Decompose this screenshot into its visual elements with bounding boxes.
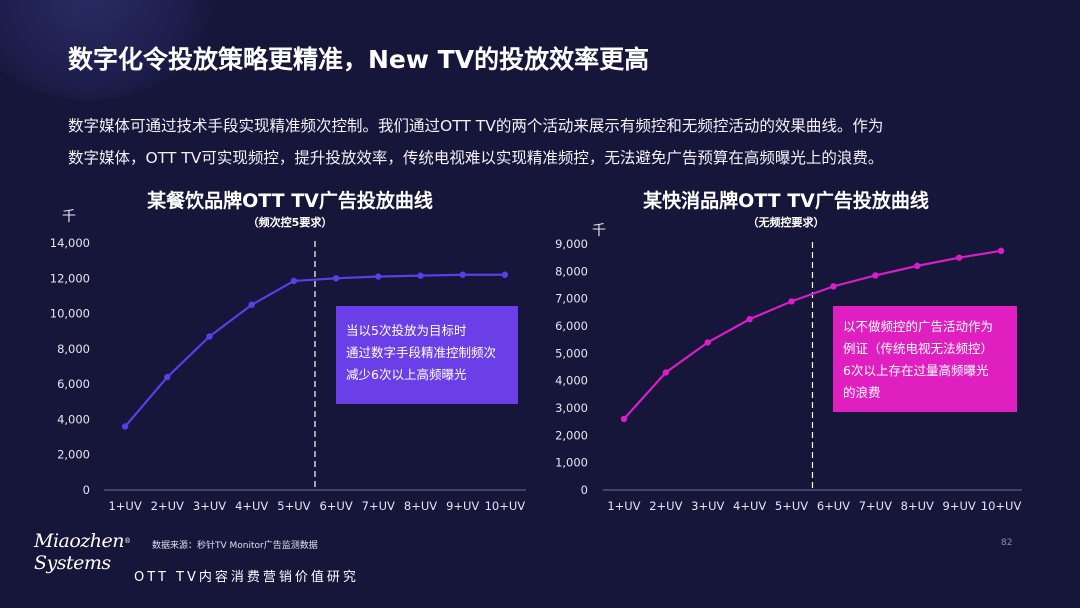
study-title: OTT TV内容消费营销价值研究 [134,570,359,585]
chart-1-annotation-line: 当以5次投放为目标时 [346,323,467,338]
y-tick-label: 2,000 [555,428,588,442]
chart-2-subtitle: （无频控要求） [747,216,825,229]
y-tick-label: 4,000 [57,412,90,426]
x-tick-label: 3+UV [691,499,724,513]
chart-1-unit: 千 [62,209,76,225]
intro-line-1: 数字媒体可通过技术手段实现精准频次控制。我们通过OTT TV的两个活动来展示有频… [68,117,884,135]
data-point [704,339,711,346]
series-line [124,273,505,428]
logo-registered-mark: ® [124,537,131,545]
y-tick-label: 10,000 [50,307,90,321]
x-tick-label: 5+UV [277,499,310,513]
data-point [121,423,129,430]
data-point [662,369,670,376]
chart-2-annotation-line: 例证（传统电视无法频控） [843,341,994,356]
data-source: 数据来源：秒针TV Monitor广告监测数据 [152,541,318,551]
chart-2-annotation-line: 的浪费 [843,385,881,400]
x-tick-label: 4+UV [733,499,766,513]
data-point [620,415,628,423]
chart-1-annotation: 当以5次投放为目标时 通过数字手段精准控制频次 减少6次以上高频曝光 [336,306,518,404]
y-tick-label: 0 [581,483,588,497]
chart-2-unit: 千 [592,223,606,239]
x-tick-label: 8+UV [901,499,934,513]
intro-line-2: 数字媒体，OTT TV可实现频控，提升投放效率，传统电视难以实现精准频控，无法避… [68,149,884,167]
x-tick-label: 6+UV [319,499,352,513]
x-tick-label: 10+UV [981,499,1022,513]
chart-1-annotation-line: 通过数字手段精准控制频次 [346,345,497,360]
y-tick-label: 3,000 [555,401,588,415]
y-tick-label: 8,000 [57,342,90,356]
data-point [290,277,298,285]
chart-1-annotation-line: 减少6次以上高频曝光 [346,367,467,382]
logo-line-1: Miaozhen [34,530,125,552]
x-tick-label: 7+UV [859,499,892,513]
data-point [332,275,340,282]
chart-2: 0 1,000 2,000 3,000 4,000 5,000 6,000 7,000 8,00… [555,237,1022,513]
chart-2-annotation-line: 6次以上存在过量高频曝光 [843,363,989,378]
chart-2-annotation: 以不做频控的广告活动作为 例证（传统电视无法频控） 6次以上存在过量高频曝光 的… [833,306,1017,412]
x-tick-label: 5+UV [775,499,808,513]
data-point [417,272,424,279]
x-tick-label: 4+UV [235,499,268,513]
x-tick-label: 3+UV [193,499,226,513]
data-point [955,254,963,261]
x-tick-label: 1+UV [607,499,640,513]
data-point [375,273,382,280]
x-tick-label: 9+UV [943,499,976,513]
data-point [788,298,795,305]
data-point [872,272,879,279]
data-point [997,247,1005,255]
x-tick-label: 10+UV [485,499,526,513]
data-point [746,315,753,323]
x-tick-label: 7+UV [362,499,395,513]
x-tick-label: 6+UV [817,499,850,513]
chart-1-subtitle: （频次控5要求） [247,216,333,229]
series-line [623,249,1002,420]
y-tick-label: 0 [83,483,90,497]
y-tick-label: 12,000 [50,271,90,285]
chart-1-title: 某餐饮品牌OTT TV广告投放曲线 [147,190,433,212]
logo-line-2: Systems [34,552,111,574]
intro-text: 数字媒体可通过技术手段实现精准频次控制。我们通过OTT TV的两个活动来展示有频… [68,110,1018,174]
y-tick-label: 5,000 [555,346,588,360]
data-point [206,333,213,340]
data-point [164,373,171,381]
y-tick-label: 6,000 [57,377,90,391]
y-tick-label: 8,000 [555,264,588,278]
x-tick-label: 8+UV [404,499,437,513]
chart-2-annotation-line: 以不做频控的广告活动作为 [843,319,994,334]
y-tick-label: 4,000 [555,374,588,388]
company-logo: Miaozhen® Systems [34,530,131,574]
y-tick-label: 9,000 [555,237,588,251]
chart-1: 0 2,000 4,000 6,000 8,000 10,000 12,000 14,000 1… [50,236,526,513]
data-point [830,283,837,290]
data-point [459,271,466,278]
chart-2-title: 某快消品牌OTT TV广告投放曲线 [643,190,929,212]
data-point [501,271,509,278]
page-number: 82 [1001,538,1013,548]
y-tick-label: 1,000 [555,456,588,470]
x-tick-label: 9+UV [446,499,479,513]
data-point [248,301,255,308]
y-tick-label: 2,000 [57,448,90,462]
x-tick-label: 2+UV [151,499,184,513]
y-tick-label: 14,000 [50,236,90,250]
y-tick-label: 6,000 [555,319,588,333]
x-tick-label: 2+UV [649,499,682,513]
page-title: 数字化令投放策略更精准，New TV的投放效率更高 [68,45,650,74]
data-point [914,262,921,270]
y-tick-label: 7,000 [555,292,588,306]
x-tick-label: 1+UV [108,499,141,513]
